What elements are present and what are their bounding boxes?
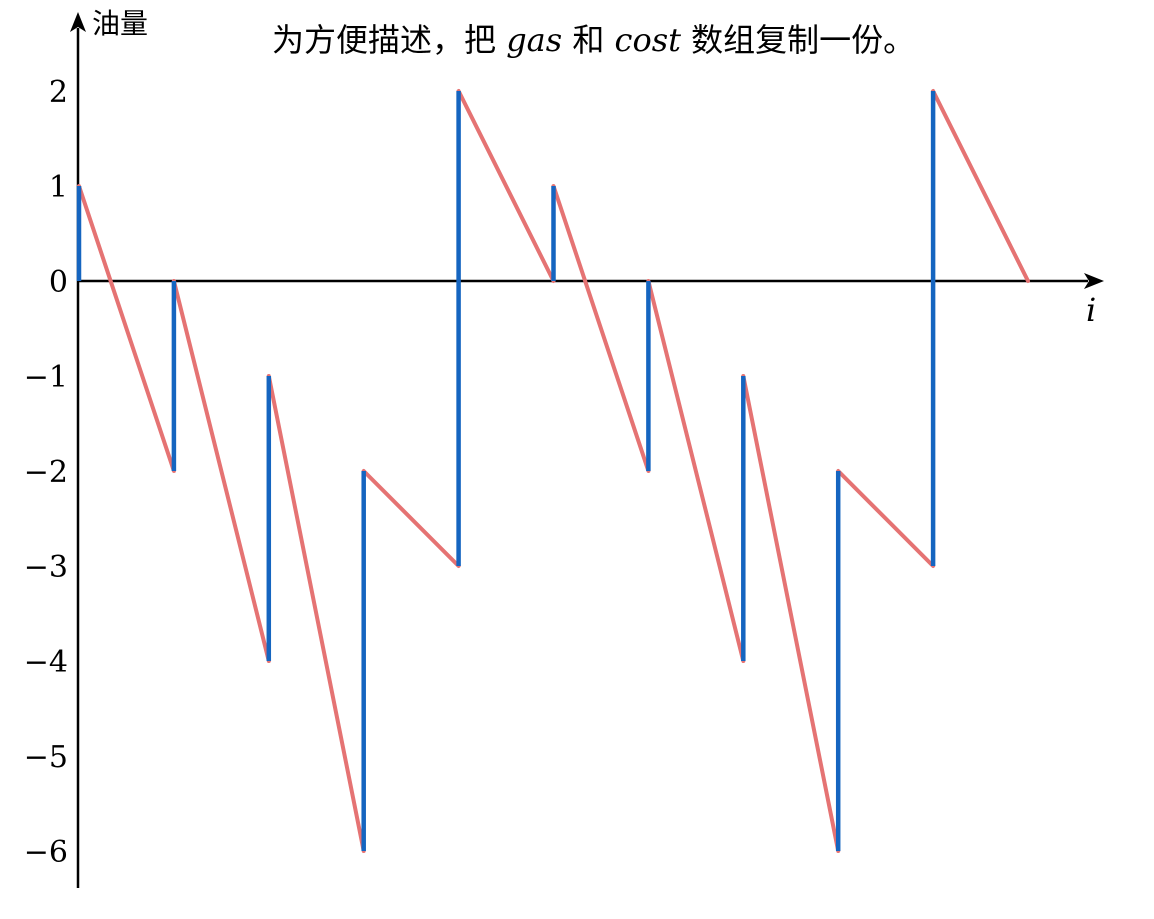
chart-title: 为方便描述，把 gas 和 cost 数组复制一份。 xyxy=(272,21,915,59)
cost-segment xyxy=(266,374,366,853)
cost-segment xyxy=(931,89,1030,283)
y-axis-title: 油量 xyxy=(92,7,148,40)
cost-segment xyxy=(361,469,461,568)
title-part3: 数组复制一份。 xyxy=(681,21,915,59)
cost-segment xyxy=(646,279,746,663)
gas-series xyxy=(76,91,936,851)
cost-segment xyxy=(836,469,936,568)
y-tick-label: −2 xyxy=(24,455,68,490)
y-tick-label: −4 xyxy=(24,645,68,680)
cost-segment xyxy=(551,184,651,473)
y-tick-label: 1 xyxy=(49,170,68,205)
cost-series xyxy=(77,89,1030,853)
cost-segment xyxy=(171,279,271,663)
y-axis-arrow xyxy=(70,12,86,32)
y-tick-label: −3 xyxy=(24,550,68,585)
y-tick-label: −6 xyxy=(24,835,68,870)
y-tick-label: 2 xyxy=(49,75,68,110)
x-axis-arrow xyxy=(1084,273,1104,289)
title-part2: 和 xyxy=(562,21,614,59)
axes xyxy=(70,12,1104,888)
title-var-gas: gas xyxy=(506,21,562,59)
cost-segment xyxy=(77,184,176,473)
y-tick-label: 0 xyxy=(49,265,68,300)
cost-segment xyxy=(741,374,841,853)
cost-segment xyxy=(456,89,556,283)
y-tick-label: −5 xyxy=(24,740,68,775)
y-tick-labels: 2 1 0 −1 −2 −3 −4 −5 −6 xyxy=(24,75,68,870)
x-axis-title: i xyxy=(1086,291,1096,329)
title-part1: 为方便描述，把 xyxy=(272,21,506,59)
y-tick-label: −1 xyxy=(24,360,68,395)
title-var-cost: cost xyxy=(615,21,682,59)
